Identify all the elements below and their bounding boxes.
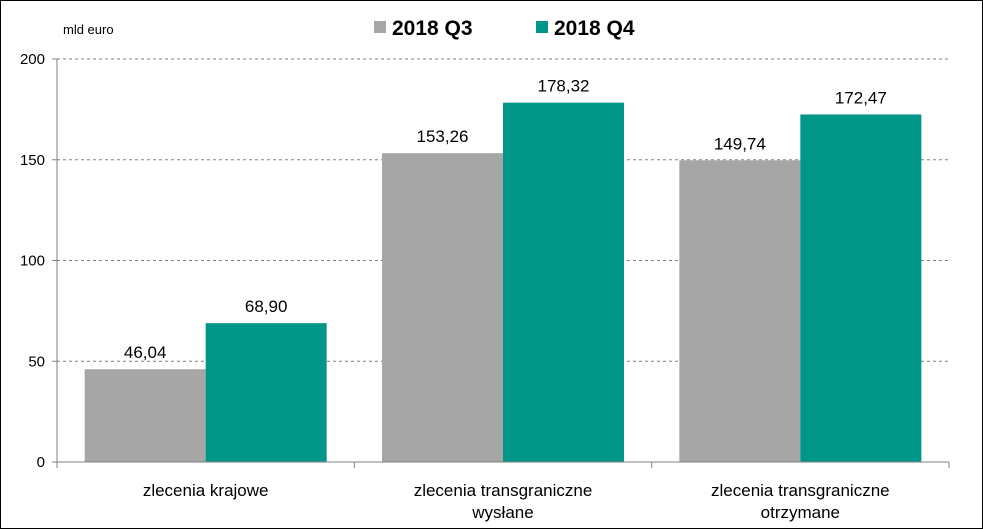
x-category-label: zlecenia krajowe (143, 481, 269, 500)
data-label: 149,74 (714, 134, 766, 153)
y-tick-label: 200 (20, 51, 45, 68)
bars: 46,04 68,90 153,26 178,32 149,74 172,47 (84, 77, 922, 463)
bar-2018-q3-0 (84, 369, 206, 462)
data-label: 153,26 (417, 127, 469, 146)
bar-2018-q4-2 (800, 114, 922, 462)
unit-label: mld euro (63, 22, 114, 37)
legend-swatch (374, 21, 386, 33)
bar-2018-q3-2 (679, 160, 801, 462)
y-tick-label: 150 (20, 152, 45, 169)
data-label: 46,04 (124, 343, 167, 362)
y-tick-label: 100 (20, 253, 45, 270)
y-tick-label: 50 (28, 353, 45, 370)
x-axis: zlecenia krajowe zlecenia transgraniczne w… (56, 461, 950, 522)
y-axis: 0 50 100 150 200 (20, 51, 58, 471)
legend-label: 2018 Q3 (392, 17, 473, 40)
bar-2018-q4-0 (205, 323, 327, 462)
data-label: 178,32 (538, 77, 590, 96)
x-category-label: zlecenia transgraniczne wysłane (414, 481, 593, 522)
data-label: 68,90 (245, 297, 288, 316)
x-category-label: zlecenia transgraniczne otrzymane (711, 481, 890, 522)
bar-2018-q4-1 (503, 102, 624, 462)
legend-label: 2018 Q4 (554, 17, 635, 40)
y-tick-label: 0 (37, 454, 45, 471)
legend: 2018 Q3 2018 Q4 (374, 17, 635, 40)
legend-swatch (536, 21, 548, 33)
data-label: 172,47 (835, 88, 887, 107)
bar-2018-q3-1 (382, 153, 503, 463)
